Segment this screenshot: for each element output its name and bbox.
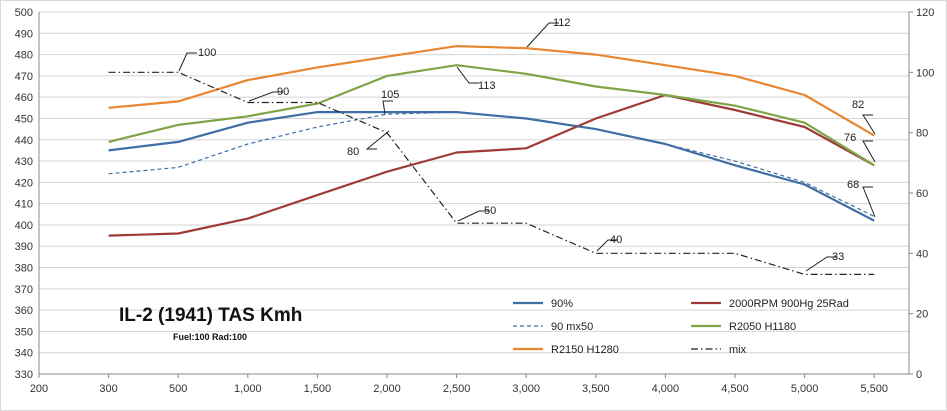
x-tick-label: 5,000 xyxy=(791,383,819,395)
chart-subtitle: Fuel:100 Rad:100 xyxy=(173,332,247,342)
annotation-label: 90 xyxy=(277,86,289,98)
x-tick-label: 200 xyxy=(30,383,48,395)
annotation-leader-line xyxy=(248,91,283,102)
y-left-tick-label: 420 xyxy=(15,177,33,189)
annotation-leader-line xyxy=(457,210,489,222)
y-left-tick-label: 340 xyxy=(15,348,33,360)
legend-label: 2000RPM 900Hg 25Rad xyxy=(729,298,849,310)
y-left-tick-label: 460 xyxy=(15,92,33,104)
x-tick-label: 4,500 xyxy=(721,383,749,395)
y-left-tick-label: 500 xyxy=(15,7,33,19)
x-tick-label: 500 xyxy=(169,383,187,395)
series-line-2 xyxy=(108,111,875,217)
y-left-tick-label: 470 xyxy=(15,71,33,83)
annotation-label: 113 xyxy=(478,80,496,92)
annotation-label: 68 xyxy=(847,179,859,191)
annotation-label: 112 xyxy=(553,17,571,29)
y-right-tick-label: 80 xyxy=(916,128,928,140)
annotation-label: 40 xyxy=(610,234,622,246)
x-tick-label: 3,500 xyxy=(582,383,610,395)
y-right-tick-label: 120 xyxy=(916,7,934,19)
y-left-tick-label: 430 xyxy=(15,156,33,168)
series-line-0 xyxy=(108,110,875,222)
y-right-tick-label: 100 xyxy=(916,67,934,79)
y-left-tick-label: 370 xyxy=(15,284,33,296)
axes-layer: 3303403503603703803904004104204304404504… xyxy=(15,7,935,395)
series-layer xyxy=(108,44,875,275)
y-left-tick-label: 350 xyxy=(15,326,33,338)
annotation-leader-line xyxy=(456,66,479,84)
annotation-leader-line xyxy=(862,186,876,218)
x-tick-label: 1,000 xyxy=(234,383,262,395)
legend-label: R2150 H1280 xyxy=(551,344,619,356)
y-left-tick-label: 360 xyxy=(15,305,33,317)
legend: 90% 2000RPM 900Hg 25Rad 90 mx50 R2050 H1180… xyxy=(513,298,849,356)
y-left-tick-label: 490 xyxy=(15,28,33,40)
annotation-leader-line xyxy=(805,256,837,272)
chart-title: IL-2 (1941) TAS Kmh xyxy=(119,305,302,326)
annotation-leader-line xyxy=(862,114,876,135)
x-tick-label: 4,000 xyxy=(652,383,680,395)
annotation-label: 100 xyxy=(198,47,216,59)
legend-label: 90 mx50 xyxy=(551,321,593,333)
annotation-layer: 100 90 105 80 112 113 50 40 33 82 76 68 xyxy=(178,17,876,272)
x-tick-label: 3,000 xyxy=(512,383,540,395)
x-tick-label: 5,500 xyxy=(860,383,888,395)
annotation-label: 33 xyxy=(832,251,844,263)
x-tick-label: 300 xyxy=(99,383,117,395)
legend-label: 90% xyxy=(551,298,573,310)
annotation-leader-line xyxy=(178,52,197,72)
y-left-tick-label: 480 xyxy=(15,50,33,62)
y-left-tick-label: 390 xyxy=(15,241,33,253)
legend-label: R2050 H1180 xyxy=(729,321,796,333)
series-line-4 xyxy=(108,44,875,137)
y-left-tick-label: 400 xyxy=(15,220,33,232)
y-right-tick-label: 0 xyxy=(916,369,922,381)
annotation-label: 50 xyxy=(484,205,496,217)
annotation-label: 76 xyxy=(844,132,856,144)
x-tick-label: 2,500 xyxy=(443,383,471,395)
annotation-label: 105 xyxy=(381,89,399,101)
series-line-3 xyxy=(108,64,875,167)
y-left-tick-label: 440 xyxy=(15,135,33,147)
annotation-label: 80 xyxy=(347,146,359,158)
annotation-leader-line xyxy=(862,140,876,163)
x-tick-label: 2,000 xyxy=(373,383,401,395)
y-left-tick-label: 450 xyxy=(15,113,33,125)
legend-label: mix xyxy=(729,344,747,356)
series-line-1 xyxy=(108,93,875,237)
y-right-tick-label: 20 xyxy=(916,309,928,321)
annotation-leader-line xyxy=(382,100,393,115)
y-right-tick-label: 60 xyxy=(916,188,928,200)
annotation-leader-line xyxy=(596,239,618,252)
x-tick-label: 1,500 xyxy=(304,383,332,395)
series-line-5 xyxy=(108,71,875,275)
y-left-tick-label: 410 xyxy=(15,199,33,211)
annotation-label: 82 xyxy=(852,99,864,111)
annotation-leader-line xyxy=(365,130,390,150)
annotation-leader-line xyxy=(526,22,559,48)
y-left-tick-label: 330 xyxy=(15,369,33,381)
y-right-tick-label: 40 xyxy=(916,248,928,260)
y-left-tick-label: 380 xyxy=(15,263,33,275)
